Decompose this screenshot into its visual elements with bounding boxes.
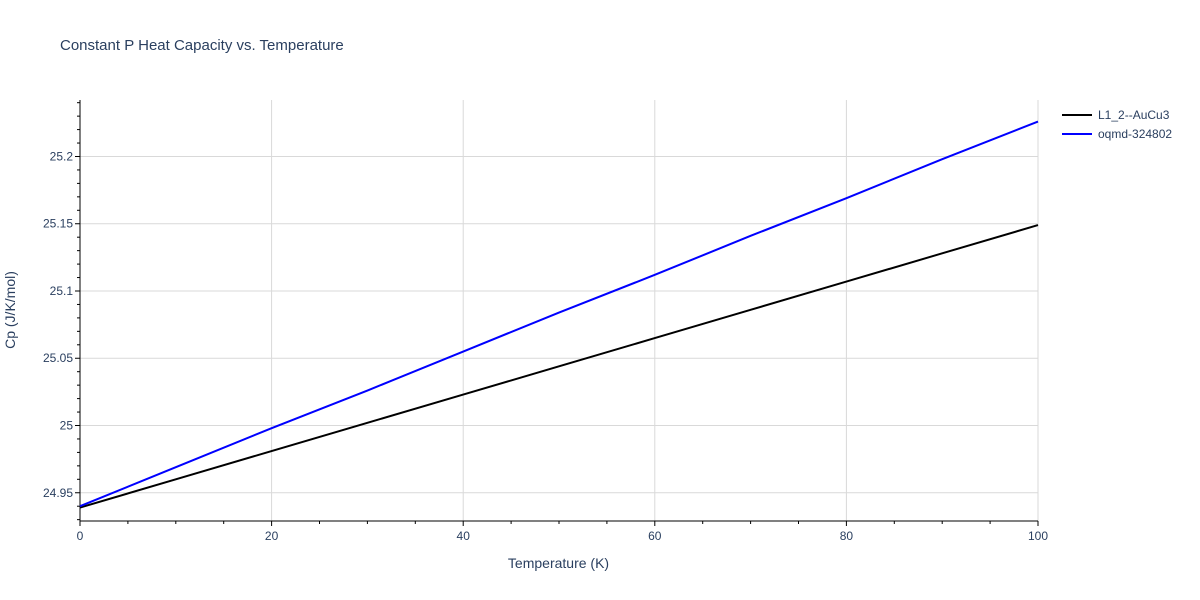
y-tick-label: 25.2 [50, 149, 74, 163]
y-tick-label: 25.15 [43, 217, 73, 231]
y-tick-label: 24.95 [43, 486, 73, 500]
x-tick-label: 40 [457, 529, 471, 543]
series-layer [79, 120, 1039, 509]
x-tick-label: 0 [77, 529, 84, 543]
legend-item-0[interactable]: L1_2--AuCu3 [1062, 108, 1170, 122]
grid-layer [80, 100, 1039, 521]
y-tick-label: 25.05 [43, 351, 73, 365]
axes-layer: 0 20 40 60 80 100 24.95 25 25.05 25.1 25.15 25.2 [43, 100, 1048, 543]
legend[interactable]: L1_2--AuCu3 oqmd-324802 [1062, 108, 1172, 141]
y-tick-label: 25 [60, 419, 74, 433]
legend-label: oqmd-324802 [1098, 127, 1172, 141]
x-tick-label: 60 [648, 529, 662, 543]
y-tick-label: 25.1 [50, 284, 74, 298]
y-axis-title: Cp (J/K/mol) [2, 271, 18, 349]
x-axis-title: Temperature (K) [508, 555, 609, 571]
x-tick-label: 80 [840, 529, 854, 543]
chart-title: Constant P Heat Capacity vs. Temperature [60, 37, 344, 54]
legend-label: L1_2--AuCu3 [1098, 108, 1170, 122]
series-line-0 [79, 224, 1039, 509]
series-line-1 [79, 120, 1039, 508]
x-tick-label: 20 [265, 529, 279, 543]
x-tick-label: 100 [1028, 529, 1048, 543]
legend-item-1[interactable]: oqmd-324802 [1062, 127, 1172, 141]
